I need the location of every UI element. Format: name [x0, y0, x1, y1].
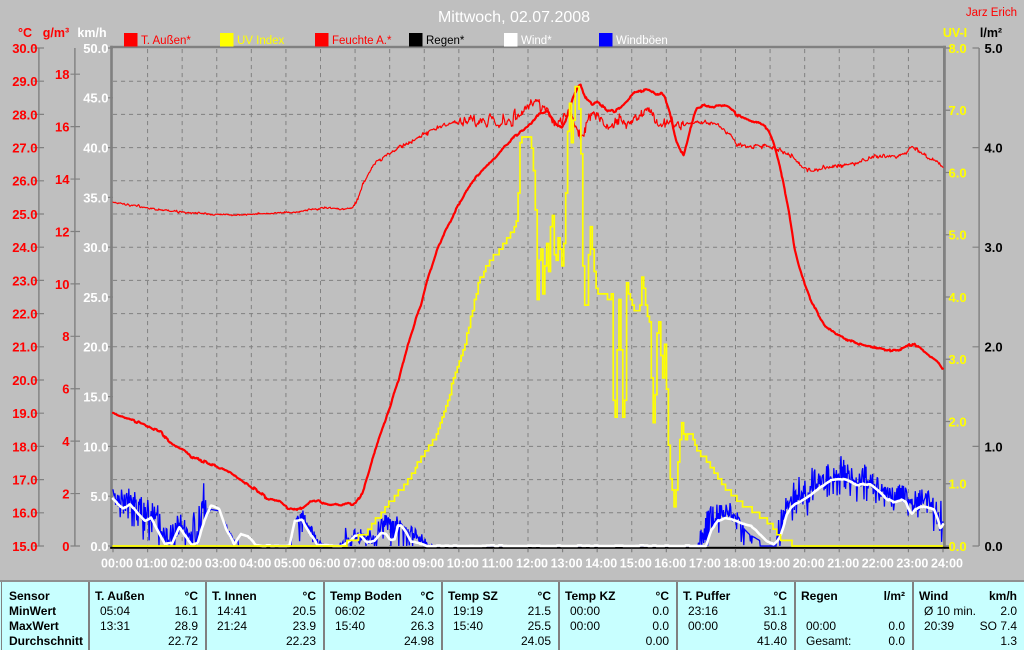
svg-text:19.0: 19.0 — [12, 406, 37, 421]
svg-text:g/m³: g/m³ — [43, 26, 69, 40]
svg-text:2: 2 — [62, 487, 69, 502]
svg-text:14:00: 14:00 — [585, 557, 617, 571]
svg-text:27.0: 27.0 — [12, 141, 37, 156]
svg-text:16:00: 16:00 — [654, 557, 686, 571]
svg-text:7.0: 7.0 — [949, 103, 967, 118]
svg-text:3.0: 3.0 — [985, 240, 1003, 255]
svg-text:18: 18 — [55, 67, 69, 82]
svg-text:Windböen: Windböen — [616, 35, 668, 47]
svg-text:02:00: 02:00 — [170, 557, 202, 571]
svg-text:16.0: 16.0 — [12, 506, 37, 521]
svg-text:15.0: 15.0 — [83, 390, 108, 405]
svg-text:T. Außen*: T. Außen* — [141, 35, 191, 47]
svg-text:14: 14 — [55, 172, 70, 187]
svg-text:6.0: 6.0 — [949, 165, 967, 180]
svg-text:21:00: 21:00 — [827, 557, 859, 571]
svg-text:UV Index: UV Index — [237, 35, 285, 47]
svg-text:6: 6 — [62, 382, 69, 397]
svg-text:16: 16 — [55, 120, 69, 135]
svg-text:Mittwoch, 02.07.2008: Mittwoch, 02.07.2008 — [438, 9, 590, 26]
svg-text:28.0: 28.0 — [12, 107, 37, 122]
svg-text:11:00: 11:00 — [482, 557, 513, 571]
svg-text:0: 0 — [62, 539, 69, 554]
svg-text:09:00: 09:00 — [412, 557, 444, 571]
svg-text:10.0: 10.0 — [83, 439, 108, 454]
svg-text:4.0: 4.0 — [949, 290, 967, 305]
svg-text:18.0: 18.0 — [12, 439, 37, 454]
svg-text:17:00: 17:00 — [689, 557, 721, 571]
svg-text:23.0: 23.0 — [12, 273, 37, 288]
svg-text:12: 12 — [55, 224, 69, 239]
svg-text:°C: °C — [18, 26, 32, 40]
svg-text:26.0: 26.0 — [12, 174, 37, 189]
svg-text:07:00: 07:00 — [343, 557, 375, 571]
svg-text:Jarz Erich: Jarz Erich — [966, 7, 1017, 19]
svg-text:45.0: 45.0 — [83, 91, 108, 106]
svg-text:08:00: 08:00 — [378, 557, 410, 571]
svg-text:5.0: 5.0 — [985, 41, 1003, 56]
svg-text:25.0: 25.0 — [83, 290, 108, 305]
svg-text:22:00: 22:00 — [862, 557, 894, 571]
svg-text:8: 8 — [62, 329, 69, 344]
svg-text:06:00: 06:00 — [309, 557, 341, 571]
svg-text:l/m²: l/m² — [980, 26, 1002, 40]
svg-text:2.0: 2.0 — [949, 414, 967, 429]
svg-text:5.0: 5.0 — [90, 489, 108, 504]
svg-text:1.0: 1.0 — [985, 439, 1003, 454]
svg-text:20.0: 20.0 — [83, 340, 108, 355]
svg-text:01:00: 01:00 — [136, 557, 168, 571]
svg-text:21.0: 21.0 — [12, 340, 37, 355]
svg-text:00:00: 00:00 — [101, 557, 133, 571]
svg-text:15:00: 15:00 — [620, 557, 652, 571]
svg-text:12:00: 12:00 — [516, 557, 548, 571]
svg-text:25.0: 25.0 — [12, 207, 37, 222]
svg-text:4.0: 4.0 — [985, 141, 1003, 156]
svg-text:19:00: 19:00 — [758, 557, 790, 571]
svg-text:km/h: km/h — [77, 26, 106, 40]
svg-text:10: 10 — [55, 277, 69, 292]
svg-text:50.0: 50.0 — [83, 41, 108, 56]
svg-text:8.0: 8.0 — [949, 41, 967, 56]
svg-text:0.0: 0.0 — [985, 539, 1003, 554]
svg-text:3.0: 3.0 — [949, 352, 967, 367]
svg-text:Regen*: Regen* — [426, 35, 465, 47]
svg-text:23:00: 23:00 — [896, 557, 928, 571]
svg-text:30.0: 30.0 — [12, 41, 37, 56]
svg-text:30.0: 30.0 — [83, 240, 108, 255]
svg-text:13:00: 13:00 — [551, 557, 583, 571]
svg-text:0.0: 0.0 — [949, 539, 967, 554]
svg-text:05:00: 05:00 — [274, 557, 306, 571]
svg-text:20:00: 20:00 — [793, 557, 825, 571]
svg-text:24:00: 24:00 — [931, 557, 963, 571]
svg-text:20.0: 20.0 — [12, 373, 37, 388]
svg-text:5.0: 5.0 — [949, 228, 967, 243]
svg-text:24.0: 24.0 — [12, 240, 37, 255]
svg-text:15.0: 15.0 — [12, 539, 37, 554]
svg-text:29.0: 29.0 — [12, 74, 37, 89]
svg-text:10:00: 10:00 — [447, 557, 479, 571]
svg-text:35.0: 35.0 — [83, 190, 108, 205]
svg-text:1.0: 1.0 — [949, 477, 967, 492]
svg-text:2.0: 2.0 — [985, 340, 1003, 355]
svg-text:Feuchte A.*: Feuchte A.* — [332, 35, 392, 47]
svg-text:UV-I: UV-I — [943, 26, 967, 40]
svg-text:18:00: 18:00 — [724, 557, 756, 571]
svg-text:0.0: 0.0 — [90, 539, 108, 554]
svg-text:40.0: 40.0 — [83, 141, 108, 156]
svg-text:04:00: 04:00 — [239, 557, 271, 571]
svg-text:Wind*: Wind* — [521, 35, 552, 47]
svg-text:03:00: 03:00 — [205, 557, 237, 571]
svg-text:4: 4 — [62, 434, 70, 449]
svg-text:22.0: 22.0 — [12, 307, 37, 322]
svg-text:17.0: 17.0 — [12, 473, 37, 488]
